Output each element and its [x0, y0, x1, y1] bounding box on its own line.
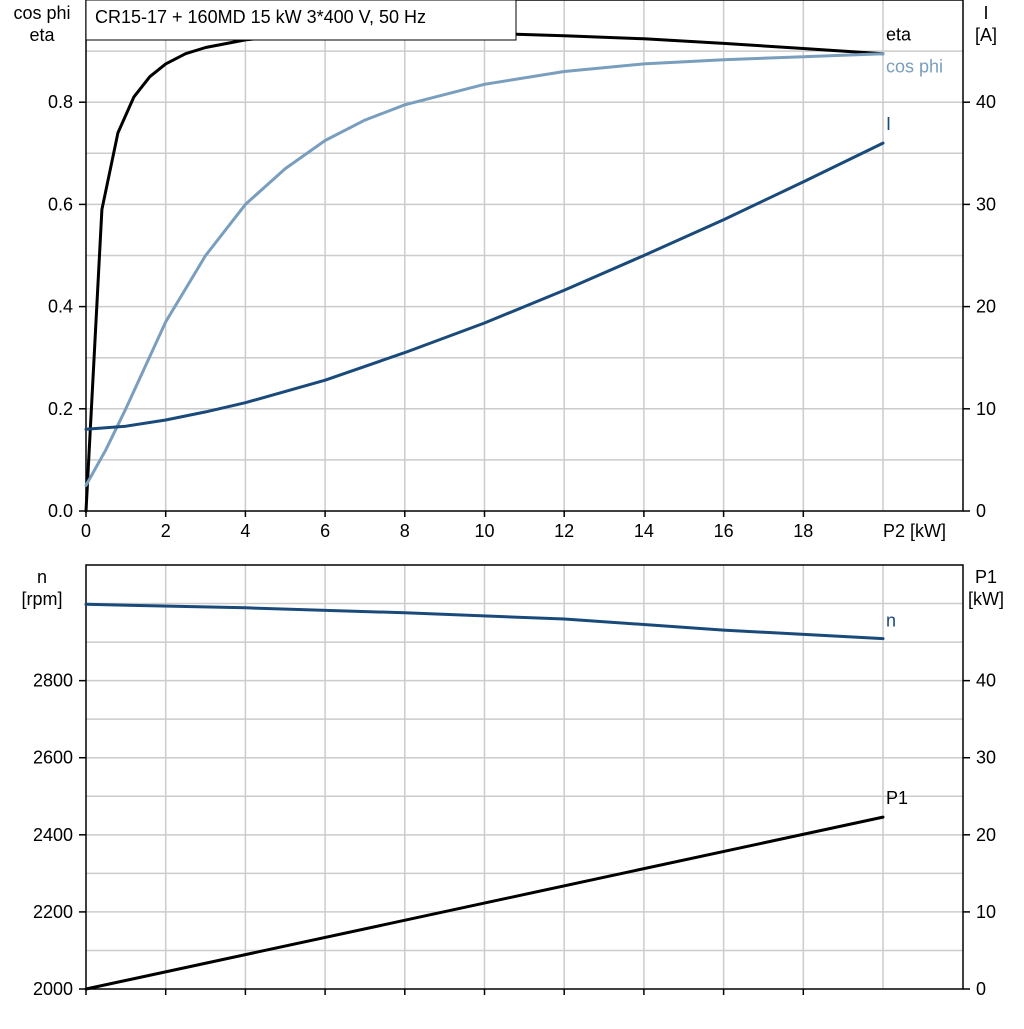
y-tick-label-left: 0.4 — [48, 297, 73, 317]
x-axis-label: P2 [kW] — [883, 521, 946, 541]
x-tick-label: 8 — [400, 521, 410, 541]
y-axis-label-right: P1 — [975, 567, 997, 587]
series-n-label: n — [886, 611, 896, 631]
y-tick-label-right: 20 — [976, 825, 996, 845]
chart-title: CR15-17 + 160MD 15 kW 3*400 V, 50 Hz — [95, 7, 426, 27]
x-tick-label: 4 — [240, 521, 250, 541]
x-tick-label: 2 — [161, 521, 171, 541]
y-tick-label-right: 20 — [976, 297, 996, 317]
plot-frame — [85, 0, 964, 512]
y-tick-label-left: 0.6 — [48, 194, 73, 214]
y-tick-label-right: 0 — [976, 979, 986, 999]
y-tick-label-right: 10 — [976, 399, 996, 419]
y-tick-label-right: 40 — [976, 92, 996, 112]
y-tick-label-left: 2600 — [33, 748, 73, 768]
y-axis-label-right: [kW] — [968, 589, 1004, 609]
y-axis-label-right: [A] — [975, 25, 997, 45]
y-axis-label-right: I — [983, 3, 988, 23]
x-tick-label: 0 — [81, 521, 91, 541]
y-axis-label-left: n — [37, 567, 47, 587]
series-i-line — [84, 141, 885, 431]
title-frame — [85, 0, 517, 41]
y-tick-label-left: 2200 — [33, 902, 73, 922]
series-eta-label: eta — [886, 25, 912, 45]
y-axis-label-left: cos phi — [13, 3, 70, 23]
series-i-label: I — [886, 114, 891, 134]
y-tick-label-right: 0 — [976, 501, 986, 521]
chart-panel-1: 0 2 4 6 8 10 12 14 16 18 P2 [kW] 0.0 0.2 0.4 0.6 0.8 0 10… — [13, 0, 997, 541]
y-tick-label-right: 40 — [976, 671, 996, 691]
series-cos-phi-line — [84, 52, 885, 487]
x-tick-label: 18 — [793, 521, 813, 541]
y-tick-label-right: 30 — [976, 194, 996, 214]
y-tick-label-left: 0.2 — [48, 399, 73, 419]
y-axis-label-left: eta — [29, 25, 55, 45]
plot-frame — [85, 564, 964, 990]
y-tick-label-left: 2000 — [33, 979, 73, 999]
y-tick-label-right: 30 — [976, 748, 996, 768]
x-tick-label: 12 — [554, 521, 574, 541]
y-tick-label-left: 0.8 — [48, 92, 73, 112]
grid — [86, 565, 963, 989]
series-p1-label: P1 — [886, 788, 908, 808]
x-tick-label: 14 — [634, 521, 654, 541]
series-cos-phi-label: cos phi — [886, 57, 943, 77]
y-tick-label-left: 2800 — [33, 671, 73, 691]
chart-title-box: CR15-17 + 160MD 15 kW 3*400 V, 50 Hz — [85, 0, 517, 41]
x-tick-label: 10 — [474, 521, 494, 541]
chart-panel-2: 20002200240026002800010203040n[rpm]P1[kW… — [21, 564, 1004, 999]
y-tick-label-left: 2400 — [33, 825, 73, 845]
series-p1-line — [84, 815, 885, 991]
y-tick-label-left: 0.0 — [48, 501, 73, 521]
x-tick-label: 6 — [320, 521, 330, 541]
y-tick-label-right: 10 — [976, 902, 996, 922]
y-axis-label-left: [rpm] — [21, 589, 62, 609]
series-n-line — [84, 602, 885, 641]
x-tick-label: 16 — [714, 521, 734, 541]
